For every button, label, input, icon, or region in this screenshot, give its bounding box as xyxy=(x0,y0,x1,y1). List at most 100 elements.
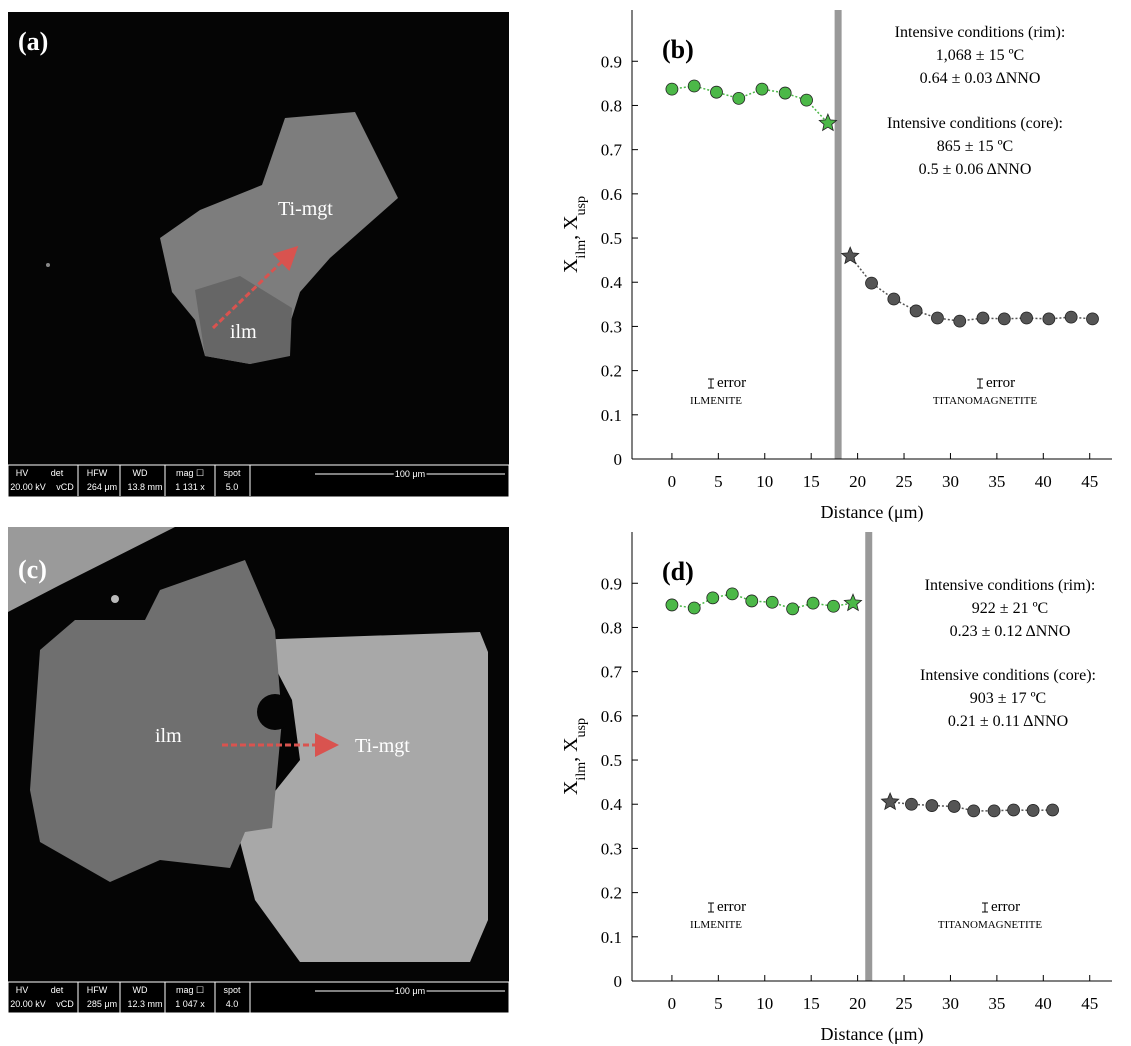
point xyxy=(1021,312,1033,324)
point xyxy=(801,94,813,106)
info-header: det xyxy=(51,468,64,478)
phase-label: TITANOMAGNETITE xyxy=(938,919,1042,931)
y-tick-label: 0.3 xyxy=(601,317,622,336)
point xyxy=(905,798,917,810)
phase-label: ILMENITE xyxy=(690,919,742,931)
annotation: 865 ± 15 ºC xyxy=(937,138,1013,155)
annotation: 0.23 ± 0.12 ΔNNO xyxy=(950,623,1071,640)
y-axis-label: Xilm, Xusp xyxy=(560,196,589,273)
info-bg xyxy=(8,465,509,497)
info-header: mag ☐ xyxy=(176,985,204,995)
annotation: 903 ± 17 ºC xyxy=(970,690,1046,707)
x-tick-label: 0 xyxy=(668,994,677,1013)
info-value: 5.0 xyxy=(226,482,239,492)
chart: 00.10.20.30.40.50.60.70.80.9051015202530… xyxy=(560,532,1112,1045)
info-value: 12.3 mm xyxy=(127,999,162,1009)
point xyxy=(926,800,938,812)
y-tick-label: 0 xyxy=(614,450,623,469)
info-value: 20.00 kV xyxy=(10,999,46,1009)
star-point xyxy=(842,247,859,263)
phase-label: TITANOMAGNETITE xyxy=(933,395,1037,407)
point xyxy=(1008,804,1020,816)
hole xyxy=(257,694,293,730)
x-tick-label: 40 xyxy=(1035,472,1052,491)
annotation: 1,068 ± 15 ºC xyxy=(936,47,1024,64)
point xyxy=(888,293,900,305)
x-tick-label: 30 xyxy=(942,994,959,1013)
point xyxy=(756,83,768,95)
boundary xyxy=(865,532,872,981)
point xyxy=(688,602,700,614)
point xyxy=(977,312,989,324)
point xyxy=(948,800,960,812)
error-label: error xyxy=(717,375,746,391)
error-label: error xyxy=(991,899,1020,915)
x-tick-label: 10 xyxy=(756,472,773,491)
annotation: 0.21 ± 0.11 ΔNNO xyxy=(948,713,1068,730)
annotation: Intensive conditions (core): xyxy=(920,667,1096,684)
x-tick-label: 5 xyxy=(714,472,723,491)
y-axis-label-part: , X xyxy=(560,737,582,762)
point xyxy=(866,277,878,289)
x-tick-label: 35 xyxy=(988,994,1005,1013)
point xyxy=(766,596,778,608)
y-tick-label: 0.4 xyxy=(601,273,623,292)
point xyxy=(726,588,738,600)
point xyxy=(1047,804,1059,816)
error-bar xyxy=(977,379,983,388)
sem-image-c: (c) ilm Ti-mgt HVdetHFWWDmag ☐spot20.00 … xyxy=(8,527,509,1013)
x-tick-label: 45 xyxy=(1081,994,1098,1013)
phase-label: Ti-mgt xyxy=(355,735,410,757)
y-tick-label: 0.6 xyxy=(601,185,622,204)
info-header: mag ☐ xyxy=(176,468,204,478)
info-value: vCD xyxy=(56,999,74,1009)
x-axis-label: Distance (μm) xyxy=(820,1024,923,1045)
panel-label: (d) xyxy=(662,557,694,586)
point xyxy=(746,595,758,607)
point xyxy=(807,597,819,609)
y-axis-label-part: usp xyxy=(574,718,589,737)
point xyxy=(988,805,1000,817)
x-tick-label: 35 xyxy=(988,472,1005,491)
point xyxy=(1087,313,1099,325)
boundary xyxy=(835,10,842,459)
x-tick-label: 0 xyxy=(668,472,677,491)
figure: (a) ilm Ti-mgt HVdetHFWWDmag ☐spot20.00 … xyxy=(0,0,1131,1046)
x-tick-label: 25 xyxy=(896,472,913,491)
x-axis-label: Distance (μm) xyxy=(820,502,923,523)
y-tick-label: 0.5 xyxy=(601,229,622,248)
x-tick-label: 15 xyxy=(803,994,820,1013)
y-tick-label: 0.2 xyxy=(601,362,622,381)
point xyxy=(954,315,966,327)
y-axis-label-part: , X xyxy=(560,215,582,240)
panel-label: (c) xyxy=(18,555,47,584)
info-header: spot xyxy=(223,985,241,995)
point xyxy=(998,313,1010,325)
point xyxy=(710,86,722,98)
phase-label: ilm xyxy=(155,725,182,747)
y-axis-label-part: ilm xyxy=(574,240,589,259)
info-value: 4.0 xyxy=(226,999,239,1009)
y-tick-label: 0 xyxy=(614,972,623,991)
info-header: det xyxy=(51,985,64,995)
x-tick-label: 25 xyxy=(896,994,913,1013)
info-header: HV xyxy=(16,468,29,478)
x-tick-label: 45 xyxy=(1081,472,1098,491)
point xyxy=(779,87,791,99)
point xyxy=(931,312,943,324)
y-tick-label: 0.8 xyxy=(601,618,622,637)
info-header: HFW xyxy=(87,985,108,995)
point xyxy=(968,805,980,817)
y-tick-label: 0.1 xyxy=(601,406,622,425)
x-tick-label: 30 xyxy=(942,472,959,491)
point xyxy=(707,592,719,604)
point xyxy=(1065,311,1077,323)
panel-label: (b) xyxy=(662,35,694,64)
error-bar xyxy=(708,903,714,912)
y-axis-label-part: ilm xyxy=(574,762,589,781)
info-bar: HVdetHFWWDmag ☐spot20.00 kVvCD285 μm12.3… xyxy=(8,982,509,1013)
error-label: error xyxy=(717,899,746,915)
point xyxy=(1043,313,1055,325)
y-tick-label: 0.6 xyxy=(601,707,622,726)
x-tick-label: 20 xyxy=(849,994,866,1013)
